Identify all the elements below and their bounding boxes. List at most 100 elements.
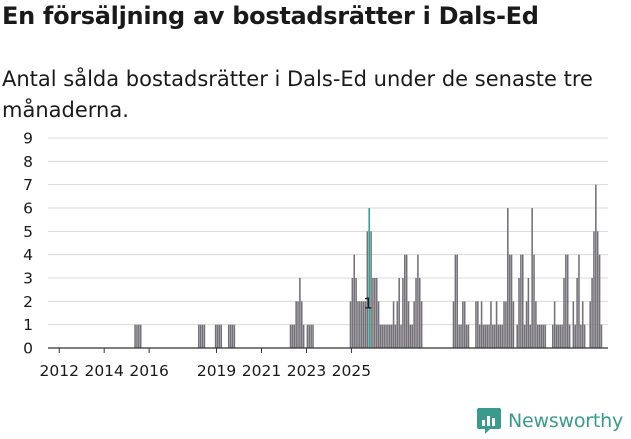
bar	[518, 278, 520, 348]
bar	[229, 324, 232, 348]
bar	[553, 301, 556, 348]
x-tick-label: 2021	[242, 362, 281, 380]
bar	[593, 231, 595, 348]
bar	[493, 324, 496, 348]
highlight-bar	[368, 208, 370, 348]
bar	[411, 324, 414, 348]
bar	[308, 324, 311, 348]
bar	[293, 324, 296, 348]
bar	[372, 278, 374, 348]
bar	[398, 278, 400, 348]
bar	[357, 301, 359, 348]
bar	[389, 324, 391, 348]
bar	[465, 324, 468, 348]
bar	[574, 324, 577, 348]
bar	[480, 301, 483, 348]
x-tick-label: 2023	[287, 362, 326, 380]
y-axis-labels: 0 1 2 3 4 5 6 7 8 9	[23, 130, 33, 358]
bar	[568, 324, 571, 348]
bar	[374, 278, 376, 348]
bar	[201, 324, 204, 348]
bar	[495, 301, 498, 348]
bar	[420, 301, 423, 348]
bar	[458, 324, 460, 348]
bar	[454, 254, 457, 348]
bar	[227, 324, 230, 348]
bar	[310, 324, 312, 348]
bar	[538, 324, 541, 348]
bars	[134, 184, 603, 348]
bar	[418, 278, 421, 348]
bar	[536, 324, 539, 348]
bar	[475, 301, 477, 348]
bar	[525, 301, 528, 348]
bar	[512, 301, 515, 348]
bar	[312, 324, 314, 348]
bar	[351, 278, 354, 348]
bar	[581, 301, 584, 348]
bar	[220, 324, 223, 348]
y-tick-label: 3	[23, 270, 33, 288]
bar	[231, 324, 234, 348]
bar	[353, 254, 356, 348]
bar	[366, 231, 369, 348]
bar	[557, 324, 560, 348]
bar	[576, 278, 578, 348]
y-tick-label: 1	[23, 316, 33, 334]
bar	[598, 254, 601, 348]
gridlines	[48, 137, 608, 326]
bar	[572, 301, 575, 348]
bar	[385, 324, 387, 348]
y-tick-label: 6	[23, 200, 33, 218]
bar	[510, 254, 513, 348]
bar	[392, 301, 395, 348]
bar	[600, 324, 603, 348]
bar	[542, 324, 545, 348]
bar	[291, 324, 294, 348]
bar	[302, 324, 305, 348]
bar	[477, 301, 479, 348]
bar	[383, 324, 385, 348]
bar	[134, 324, 136, 348]
bar	[289, 324, 292, 348]
x-axis-labels: 2012 2014 2016 2019 2021 2023 2025	[40, 348, 371, 380]
bar	[492, 324, 494, 348]
bar	[407, 301, 410, 348]
bar	[409, 324, 412, 348]
bar	[381, 324, 384, 348]
bar	[197, 324, 200, 348]
bar	[551, 324, 554, 348]
bar	[596, 231, 599, 348]
bar	[417, 254, 419, 348]
bar	[503, 301, 505, 348]
bar	[555, 324, 558, 348]
bar	[390, 324, 393, 348]
bar	[540, 324, 543, 348]
y-tick-label: 5	[23, 223, 33, 241]
bar	[364, 301, 367, 348]
bar	[362, 301, 365, 348]
bar	[415, 278, 417, 348]
bar	[563, 278, 565, 348]
bar	[379, 324, 382, 348]
x-tick-label: 2014	[84, 362, 123, 380]
bar	[521, 254, 524, 348]
x-tick-label: 2012	[40, 362, 79, 380]
bar	[349, 301, 352, 348]
bar	[507, 208, 509, 348]
bar	[499, 324, 502, 348]
bar	[377, 301, 380, 348]
bar	[400, 324, 402, 348]
bar	[561, 324, 563, 348]
bar	[482, 324, 485, 348]
bar	[355, 278, 357, 348]
y-tick-label: 4	[23, 246, 33, 264]
bar	[533, 254, 535, 348]
bar	[216, 324, 219, 348]
y-tick-label: 2	[23, 293, 33, 311]
bar	[375, 278, 378, 348]
y-tick-label: 7	[23, 176, 33, 194]
bar	[136, 324, 138, 348]
x-tick-label: 2025	[332, 362, 371, 380]
